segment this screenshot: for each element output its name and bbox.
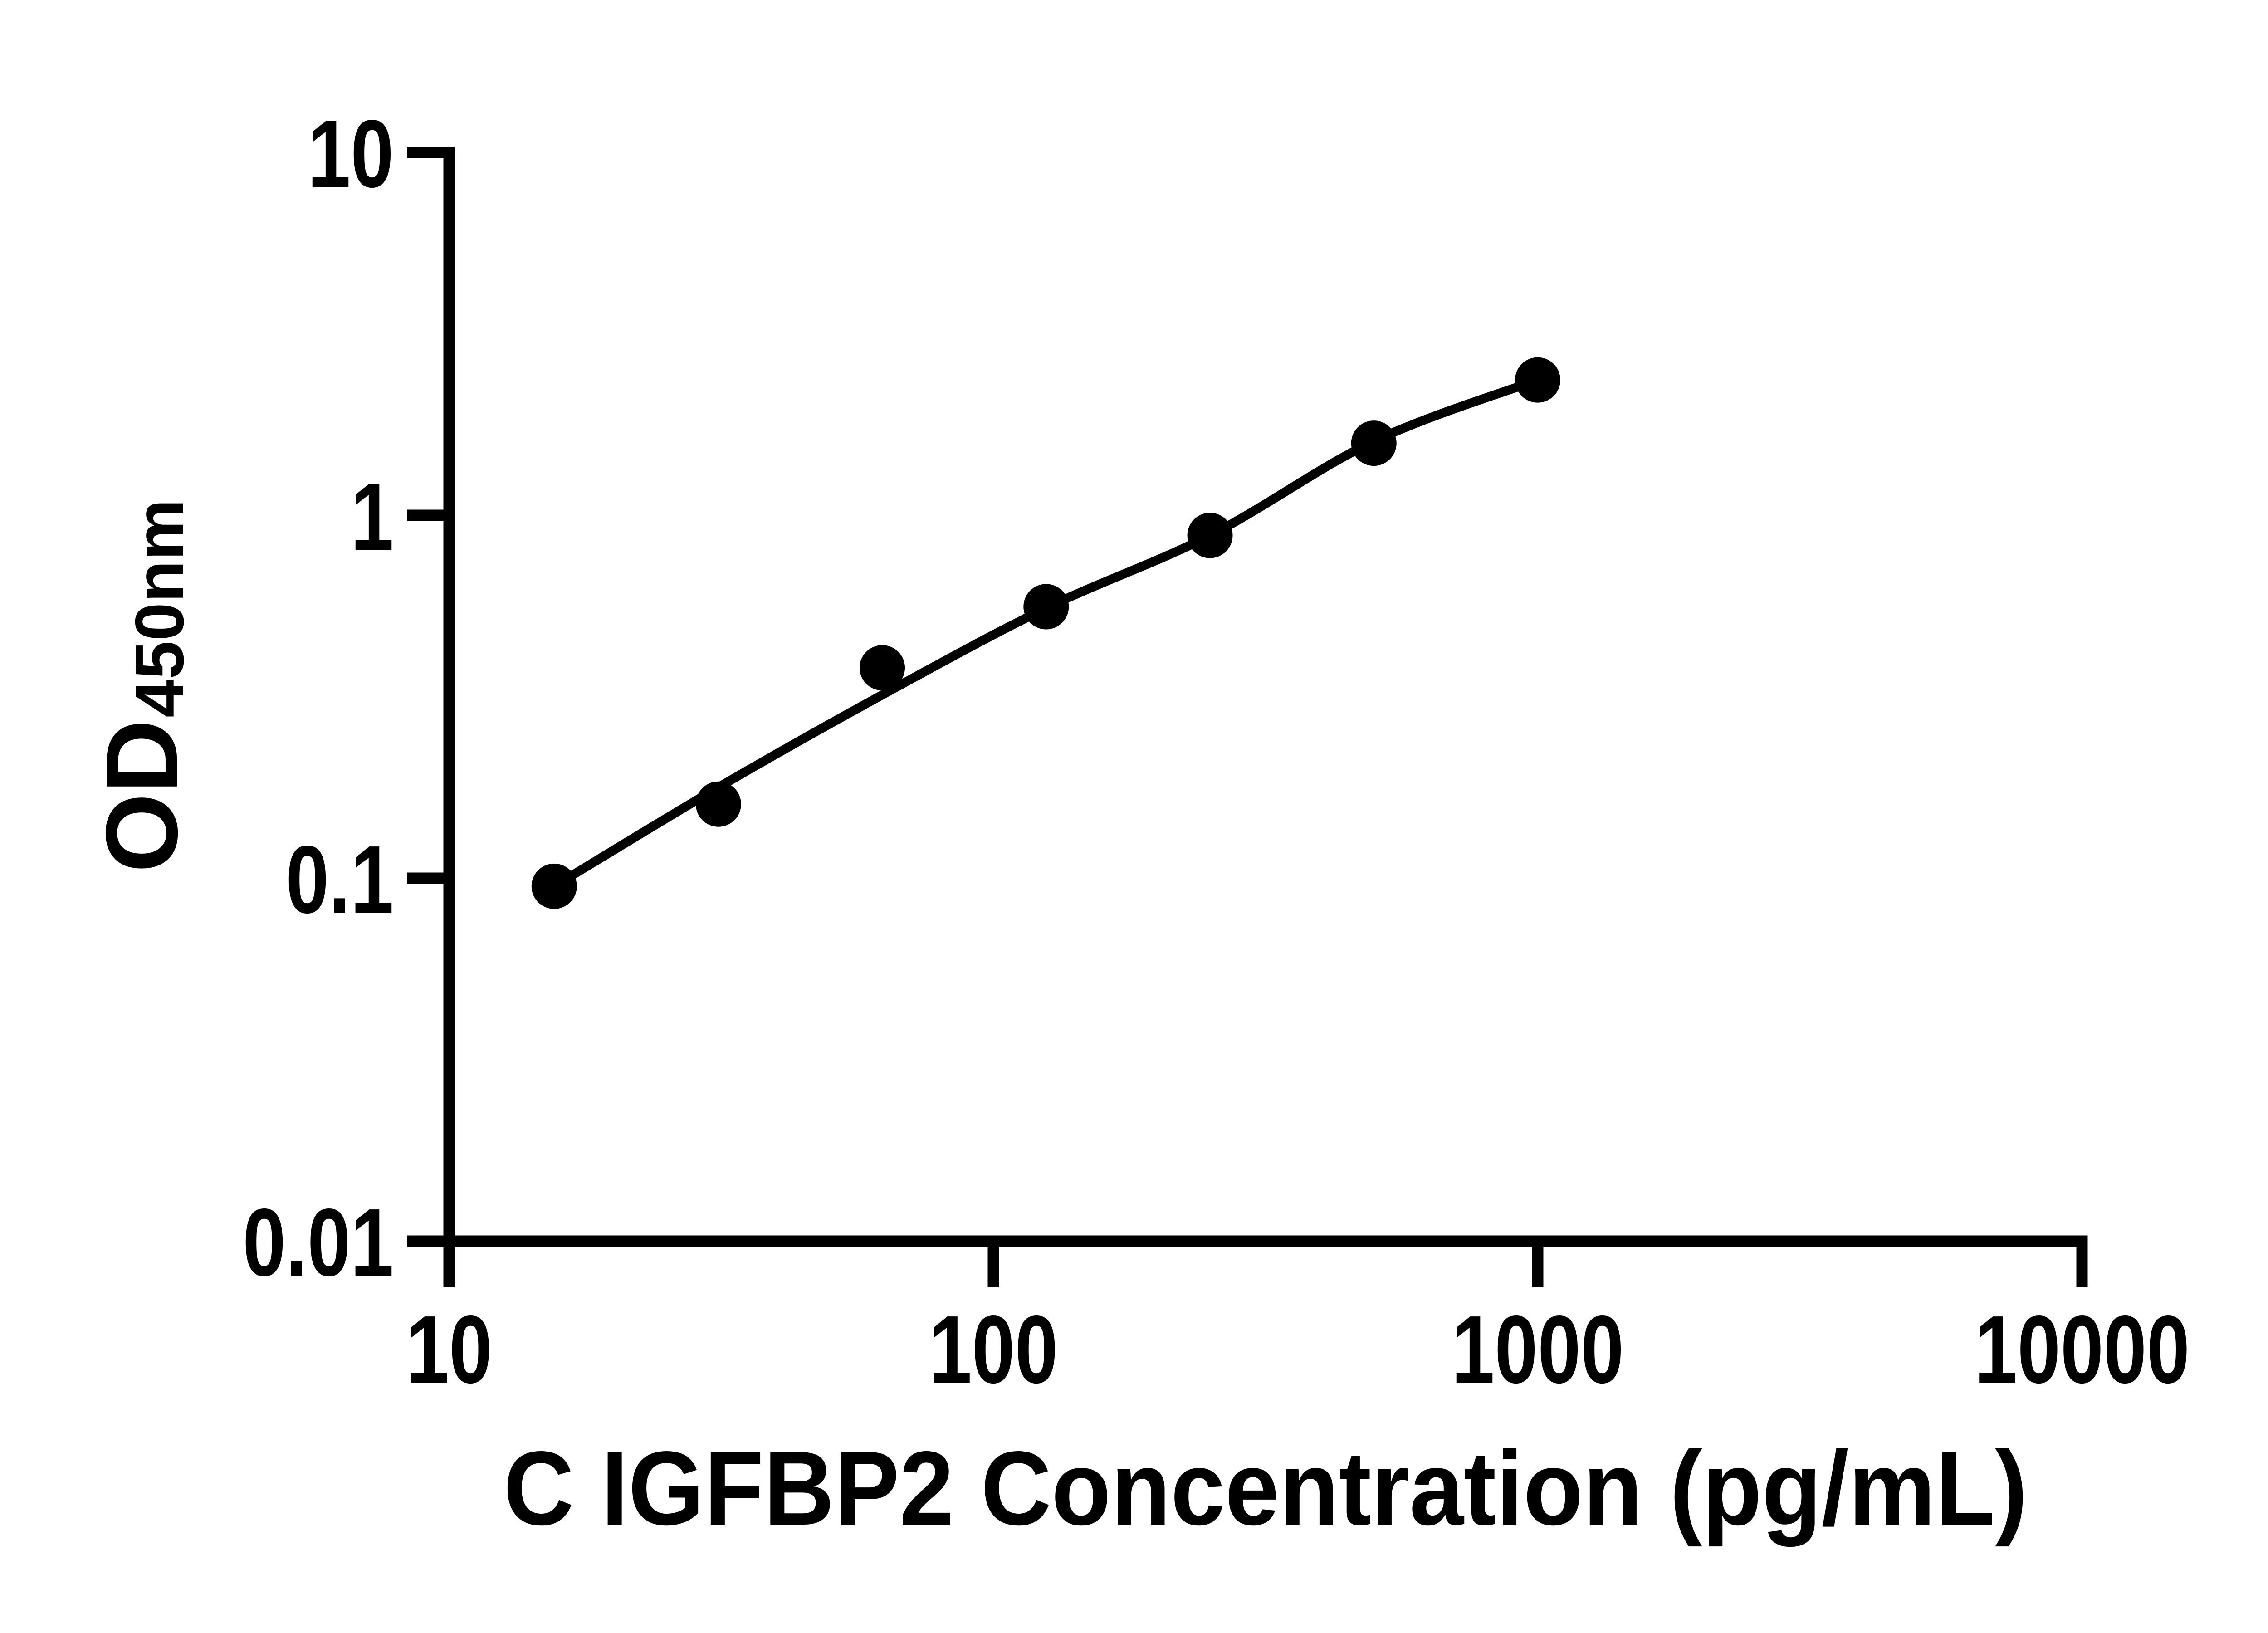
data-point xyxy=(695,781,741,827)
tick-labels: 10 100 1000 10000 10 1 0.1 0.01 xyxy=(243,100,2190,1403)
data-point xyxy=(531,863,577,909)
data-point xyxy=(1515,357,1560,403)
data-point xyxy=(860,645,905,691)
data-point xyxy=(1023,584,1069,630)
series-layer xyxy=(531,357,1560,909)
y-axis-title: OD 450nm xyxy=(84,499,199,873)
y-axis-title-subscript: 450nm xyxy=(121,499,198,718)
y-tick-label: 1 xyxy=(351,463,394,570)
x-tick-label: 1000 xyxy=(1452,1296,1624,1403)
data-point xyxy=(1187,513,1233,558)
x-tick-label: 10000 xyxy=(1975,1296,2190,1403)
y-tick-label: 10 xyxy=(308,100,394,207)
y-tick-label: 0.01 xyxy=(243,1188,394,1296)
axes xyxy=(443,147,2088,1247)
data-point xyxy=(1351,420,1397,466)
x-axis-title: C IGFBP2 Concentration (pg/mL) xyxy=(503,1430,2028,1547)
y-tick-label: 0.1 xyxy=(286,826,394,933)
x-tick-label: 10 xyxy=(406,1296,492,1403)
y-axis-title-main: OD xyxy=(84,719,199,873)
tick-marks xyxy=(407,147,2088,1287)
x-tick-label: 100 xyxy=(929,1296,1058,1403)
